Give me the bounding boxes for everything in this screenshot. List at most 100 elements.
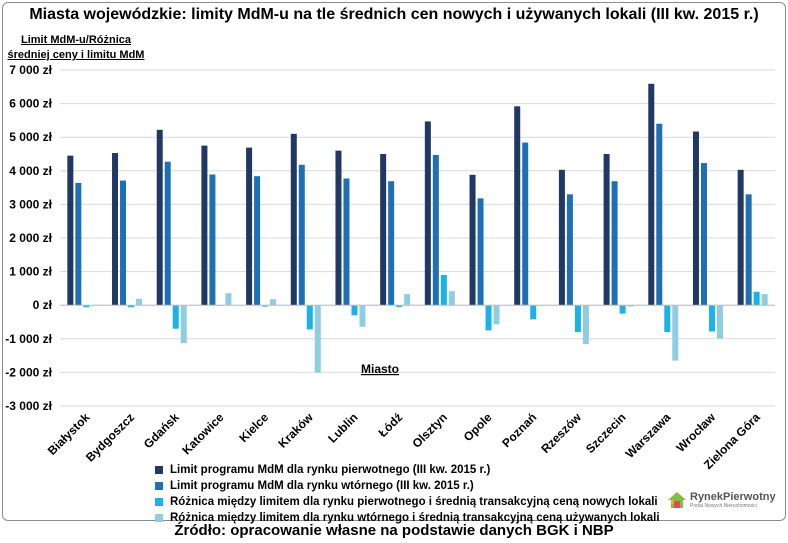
bar-2-bydgoszcz (120, 180, 127, 306)
bar-2-poznań (522, 142, 529, 306)
bar-3-gdańsk (172, 305, 179, 329)
category-label: Kraków (275, 410, 316, 451)
bar-3-wrocław (708, 305, 715, 332)
bar-1-opole (469, 174, 476, 306)
y-tick-label: 4 000 zł (9, 164, 52, 178)
y-tick-label: -2 000 zł (5, 365, 52, 379)
bar-3-poznań (530, 305, 537, 320)
bar-1-wrocław (692, 131, 699, 306)
bar-4-kraków (314, 305, 321, 373)
bar-2-białystok (75, 182, 82, 306)
bar-1-katowice (201, 145, 208, 306)
legend-label: Różnica między limitem dla rynku wtórneg… (170, 512, 660, 524)
legend-swatch (155, 482, 163, 490)
legend-swatch (155, 514, 163, 522)
bar-4-olsztyn (448, 291, 455, 306)
bar-3-zielona-góra (753, 291, 760, 306)
bar-4-bydgoszcz (136, 298, 143, 306)
bar-1-olsztyn (424, 121, 431, 306)
chart-title: Miasta wojewódzkie: limity MdM-u na tle … (29, 6, 759, 23)
bar-2-szczecin (611, 181, 618, 306)
legend-item: Różnica między limitem dla rynku wtórneg… (155, 510, 660, 526)
bar-4-szczecin (627, 305, 634, 307)
bar-2-zielona-góra (745, 194, 752, 306)
bar-2-lublin (343, 178, 350, 306)
legend-swatch (155, 466, 163, 474)
bar-2-wrocław (700, 163, 707, 306)
category-label: Szczecin (583, 410, 629, 456)
bar-3-kraków (306, 305, 313, 330)
category-label: Bydgoszcz (83, 410, 137, 464)
logo-tagline: Portal Nowych Nieruchomości (690, 502, 757, 509)
bar-3-łódź (396, 305, 403, 307)
bar-2-łódź (388, 181, 395, 306)
y-tick-label: 5 000 zł (9, 130, 52, 144)
house-logo-icon (668, 492, 686, 508)
bar-3-warszawa (664, 305, 671, 333)
bar-3-bydgoszcz (128, 305, 135, 308)
legend-label: Limit programu MdM dla rynku wtórnego (I… (170, 480, 474, 492)
bar-2-opole (477, 198, 484, 306)
y-tick-label: 0 zł (33, 298, 53, 312)
source-note: Źródło: opracowanie własne na podstawie … (174, 522, 614, 539)
legend: Limit programu MdM dla rynku pierwotnego… (155, 462, 660, 526)
category-label: Olsztyn (409, 410, 450, 451)
logo: RynekPierwotny Portal Nowych Nieruchomoś… (667, 490, 776, 510)
category-label: Poznań (499, 410, 539, 450)
bar-1-bydgoszcz (112, 152, 119, 306)
y-tick-label: 1 000 zł (9, 265, 52, 279)
bar-4-warszawa (672, 305, 679, 361)
category-label: Wrocław (673, 410, 718, 455)
category-label: Opole (461, 410, 495, 444)
bar-1-kielce (246, 147, 253, 306)
y-tick-label: 2 000 zł (9, 231, 52, 245)
bar-2-katowice (209, 174, 216, 306)
bar-1-poznań (514, 106, 521, 306)
bar-1-szczecin (603, 154, 610, 306)
bar-2-warszawa (656, 123, 663, 306)
bar-4-zielona-góra (761, 294, 768, 306)
bar-4-rzeszów (582, 305, 589, 345)
category-label: Kielce (236, 410, 271, 445)
bar-4-opole (493, 305, 500, 325)
y-axis-label: Limit MdM-u/Różnica średniej ceny i limi… (7, 34, 145, 61)
bar-1-lublin (335, 150, 342, 306)
category-label: Łódź (376, 410, 406, 440)
bar-4-katowice (225, 293, 232, 306)
legend-item: Limit programu MdM dla rynku pierwotnego… (155, 462, 660, 478)
y-tick-labels: 7 000 zł 6 000 zł 5 000 zł 4 000 zł 3 000 zł… (5, 63, 52, 413)
bars (67, 83, 768, 373)
legend-label: Limit programu MdM dla rynku pierwotnego… (170, 464, 491, 476)
bar-1-warszawa (648, 83, 655, 306)
category-label: Gdańsk (141, 410, 182, 451)
bar-1-rzeszów (558, 169, 565, 306)
legend-swatch (155, 498, 163, 506)
bar-3-opole (485, 305, 492, 331)
logo-name: RynekPierwotny (690, 490, 776, 503)
y-tick-label: -1 000 zł (5, 332, 52, 346)
y-tick-label: 3 000 zł (9, 197, 52, 211)
category-label: Rzeszów (538, 410, 584, 456)
bar-3-rzeszów (574, 305, 581, 333)
bar-2-gdańsk (164, 161, 171, 306)
bar-1-gdańsk (156, 129, 163, 306)
bar-3-kielce (262, 305, 269, 307)
bar-4-wrocław (716, 305, 723, 339)
bar-2-kielce (254, 176, 261, 306)
category-label: Lublin (325, 410, 360, 445)
bar-2-kraków (298, 164, 305, 306)
bar-4-lublin (359, 305, 366, 327)
bar-4-kielce (270, 299, 277, 306)
bar-chart: 7 000 zł 6 000 zł 5 000 zł 4 000 zł 3 000 zł… (5, 63, 775, 470)
bar-2-olsztyn (432, 155, 439, 306)
bar-1-białystok (67, 155, 74, 306)
category-label: Katowice (179, 410, 226, 457)
x-axis-label: Miasto (361, 362, 399, 376)
bar-4-gdańsk (180, 305, 187, 344)
bar-4-łódź (404, 294, 411, 306)
y-tick-label: 6 000 zł (9, 97, 52, 111)
legend-item: Różnica między limitem dla rynku pierwot… (155, 494, 660, 510)
category-label: Warszawa (623, 410, 674, 461)
y-tick-label: -3 000 zł (5, 399, 52, 413)
